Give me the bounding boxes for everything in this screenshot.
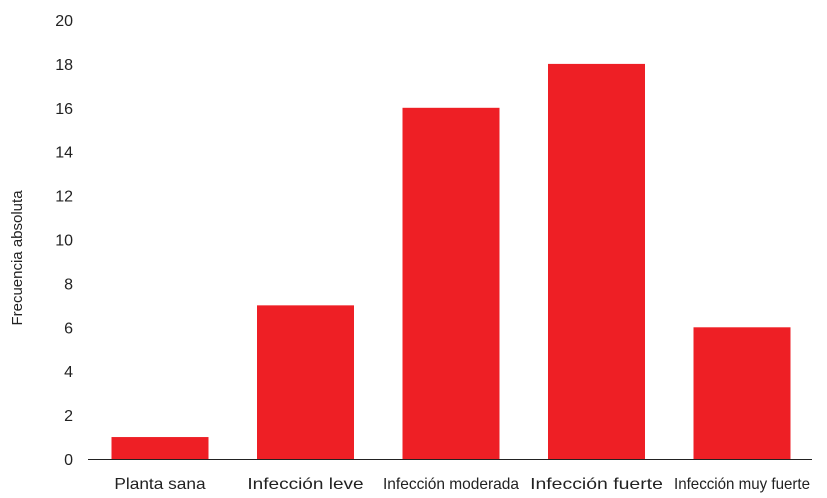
y-tick-label: 0 [64,452,73,469]
bar [548,63,645,460]
y-tick-label: 4 [64,364,73,381]
x-tick-label: Planta sana [114,476,205,493]
y-tick-label: 18 [55,57,73,74]
bar [402,107,500,460]
y-tick-label: 8 [64,276,73,293]
x-tick-label: Infección moderada [383,476,519,493]
y-tick-label: 14 [55,145,73,162]
x-tick-label: Infección leve [247,476,363,493]
y-axis-label: Frecuencia absoluta [9,190,26,326]
y-axis-ticks: 0 2 4 6 8 10 12 14 16 18 20 [55,13,73,469]
y-tick-label: 16 [55,101,73,118]
y-tick-label: 20 [55,13,73,30]
y-tick-label: 2 [64,408,73,425]
y-tick-label: 12 [55,189,73,206]
bar [257,305,354,459]
x-tick-label: Infección muy fuerte [674,476,810,493]
bar [111,437,209,459]
bars [111,63,791,460]
y-tick-label: 10 [55,233,73,250]
y-tick-label: 6 [64,320,73,337]
x-tick-label: Infección fuerte [530,476,663,493]
x-axis-ticks: Planta sana Infección leve Infección moder… [114,476,810,493]
bar [693,327,791,459]
